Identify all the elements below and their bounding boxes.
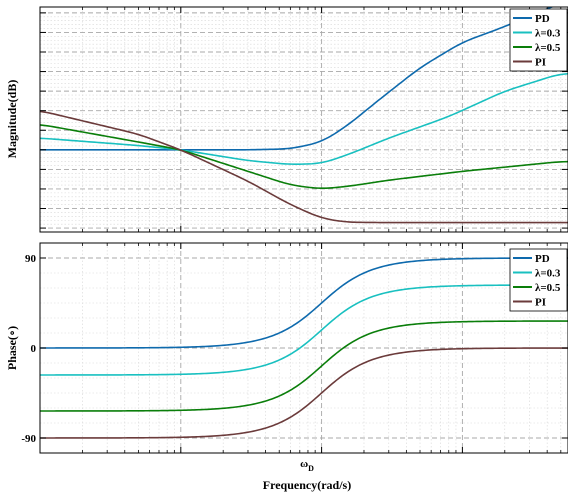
phase-ticks: [40, 243, 568, 453]
phase-series-lines: [40, 257, 568, 439]
phase-series-line: [40, 320, 568, 412]
magnitude-series-line: [40, 110, 568, 224]
magnitude-series-line: [40, 72, 568, 165]
phase-series-line: [40, 257, 568, 349]
x-tick-label-subscript: D: [308, 464, 314, 473]
magnitude-ylabel: Magnitude(dB): [5, 80, 19, 159]
phase-y-tick-label: 0: [31, 343, 37, 355]
magnitude-axes-frame: [39, 6, 568, 233]
magnitude-minor-grid: [40, 7, 568, 232]
magnitude-series-lines: [40, 7, 568, 224]
phase-y-tick-labels: -90 0 90: [21, 253, 36, 445]
phase-plot: -90 0 90 Phase(∘) ωD Frequency(rad/s) PD λ=…: [5, 242, 568, 492]
x-tick-label-omega: ω: [300, 458, 308, 470]
phase-ylabel: Phase(∘): [5, 326, 19, 370]
legend-entry: PD: [535, 13, 550, 25]
phase-xlabel: Frequency(rad/s): [263, 478, 351, 492]
magnitude-major-grid: [40, 7, 568, 232]
legend-entry: λ=0.3: [535, 268, 561, 280]
legend-entry: λ=0.5: [535, 282, 561, 294]
magnitude-plot: Magnitude(dB) PD λ=0.3 λ=0.5 PI: [5, 6, 568, 233]
phase-series-line: [40, 284, 568, 376]
phase-legend: PD λ=0.3 λ=0.5 PI: [509, 248, 568, 312]
legend-entry: PI: [535, 57, 546, 69]
magnitude-series-line: [40, 7, 555, 151]
legend-entry: λ=0.5: [535, 42, 561, 54]
x-tick-label-omega-d: ωD: [300, 458, 314, 473]
legend-entry: PI: [535, 297, 546, 309]
phase-y-tick-label: -90: [21, 433, 36, 445]
magnitude-series-line: [40, 124, 568, 190]
legend-entry: PD: [535, 253, 550, 265]
magnitude-legend: PD λ=0.3 λ=0.5 PI: [509, 8, 568, 72]
magnitude-ticks: [40, 7, 568, 232]
legend-entry: λ=0.3: [535, 28, 561, 40]
phase-series-line: [40, 347, 568, 439]
phase-y-tick-label: 90: [25, 253, 37, 265]
